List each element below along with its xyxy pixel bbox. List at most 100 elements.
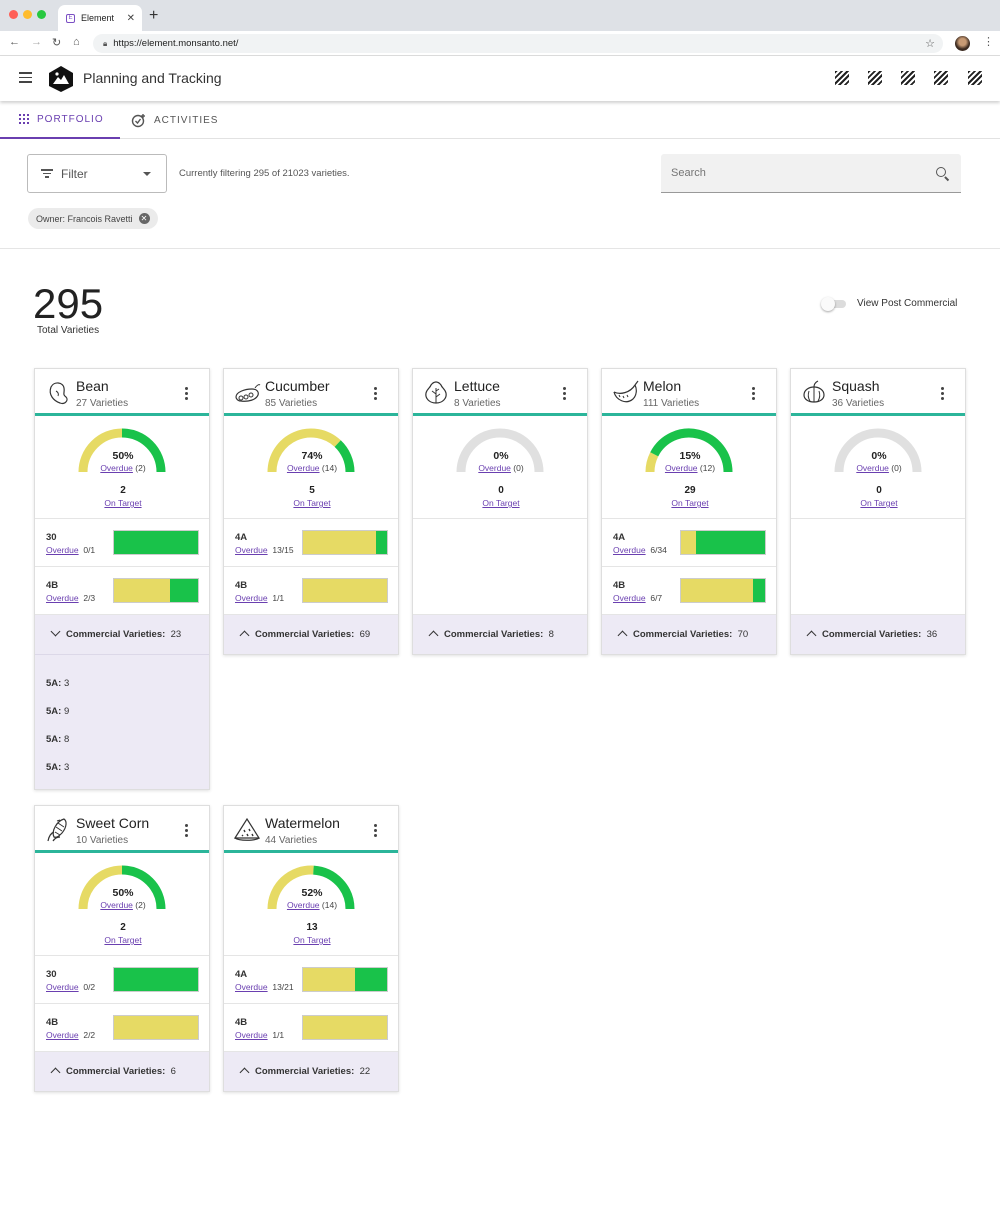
new-tab-icon[interactable]: +	[149, 7, 159, 24]
gauge-percent: 50%	[112, 887, 134, 899]
gauge-percent: 15%	[679, 450, 701, 462]
on-target-bar-segment	[114, 968, 198, 991]
app-icon-1[interactable]	[835, 71, 849, 85]
chevron-up-icon	[428, 630, 439, 641]
on-target-link[interactable]: On Target	[104, 498, 142, 508]
stage-progress-bar	[680, 578, 766, 603]
chevron-up-icon	[617, 630, 628, 641]
address-bar[interactable]: 🔒︎ https://element.monsanto.net/ ☆	[93, 34, 943, 53]
app-icon-4[interactable]	[934, 71, 948, 85]
stage-overdue-link[interactable]: Overdue	[613, 545, 646, 555]
close-window-button[interactable]	[9, 10, 18, 19]
gauge-overdue: Overdue (14)	[224, 900, 400, 910]
stage-name: 4B	[46, 580, 59, 591]
commercial-varieties-toggle[interactable]: Commercial Varieties: 36	[791, 615, 965, 654]
maximize-window-button[interactable]	[37, 10, 46, 19]
stage-meta: Overdue 1/1	[235, 593, 284, 603]
commercial-varieties-toggle[interactable]: Commercial Varieties: 23	[35, 615, 209, 654]
commercial-varieties-label: Commercial Varieties: 70	[633, 629, 748, 640]
more-options-icon[interactable]	[185, 387, 189, 402]
post-commercial-toggle[interactable]	[821, 297, 847, 311]
stage-overdue-link[interactable]: Overdue	[46, 1030, 79, 1040]
commercial-varieties-label: Commercial Varieties: 23	[66, 629, 181, 640]
on-target-link[interactable]: On Target	[671, 498, 709, 508]
stage-overdue-link[interactable]: Overdue	[235, 982, 268, 992]
hamburger-menu-icon[interactable]	[19, 72, 32, 86]
stage-overdue-link[interactable]: Overdue	[235, 1030, 268, 1040]
stage-overdue-link[interactable]: Overdue	[46, 982, 79, 992]
stage-progress-bar	[302, 578, 388, 603]
app-icon-2[interactable]	[868, 71, 882, 85]
squash-icon	[803, 380, 825, 403]
stage-overdue-link[interactable]: Overdue	[613, 593, 646, 603]
app-icon-3[interactable]	[901, 71, 915, 85]
overdue-link[interactable]: Overdue	[664, 463, 698, 473]
browser-tab[interactable]: E Element ✕	[58, 5, 142, 31]
on-target-link[interactable]: On Target	[860, 498, 898, 508]
stage-row: 4A Overdue 13/21	[224, 956, 398, 1004]
stage-progress-bar	[302, 1015, 388, 1040]
tab-portfolio[interactable]: PORTFOLIO	[0, 101, 120, 139]
on-target-link[interactable]: On Target	[293, 935, 331, 945]
stage-row: 4A Overdue 13/15	[224, 519, 398, 567]
crop-name: Lettuce	[454, 378, 500, 394]
stage-overdue-link[interactable]: Overdue	[235, 545, 268, 555]
overdue-link[interactable]: Overdue	[286, 463, 320, 473]
app-icon-5[interactable]	[968, 71, 982, 85]
filter-dropdown[interactable]: Filter	[27, 154, 167, 193]
more-options-icon[interactable]	[185, 824, 189, 839]
stage-meta: Overdue 13/21	[235, 982, 294, 992]
stage-overdue-link[interactable]: Overdue	[46, 545, 79, 555]
commercial-varieties-toggle[interactable]: Commercial Varieties: 22	[224, 1052, 398, 1091]
on-target-link[interactable]: On Target	[104, 935, 142, 945]
minimize-window-button[interactable]	[23, 10, 32, 19]
progress-gauge	[834, 428, 922, 473]
search-input[interactable]	[671, 167, 921, 179]
commercial-varieties-toggle[interactable]: Commercial Varieties: 70	[602, 615, 776, 654]
remove-chip-icon[interactable]: ✕	[138, 213, 150, 224]
stage-name: 4B	[235, 1017, 248, 1028]
overdue-link[interactable]: Overdue	[286, 900, 320, 910]
bookmark-star-icon[interactable]: ☆	[925, 38, 935, 50]
overdue-link[interactable]: Overdue	[478, 463, 511, 473]
on-target-bar-segment	[376, 531, 387, 554]
overdue-link[interactable]: Overdue	[856, 463, 889, 473]
tab-activities[interactable]: ACTIVITIES	[131, 101, 218, 139]
gauge-overdue: Overdue (14)	[224, 463, 400, 473]
search-icon[interactable]	[936, 167, 946, 177]
overdue-bar-segment	[114, 1016, 198, 1039]
back-icon[interactable]: ←	[9, 36, 20, 48]
commercial-varieties-toggle[interactable]: Commercial Varieties: 6	[35, 1052, 209, 1091]
commercial-count: 36	[926, 629, 938, 640]
stage-row: 4B Overdue 1/1	[224, 1004, 398, 1052]
more-options-icon[interactable]	[374, 387, 378, 402]
more-options-icon[interactable]	[374, 824, 378, 839]
on-target-count: 29	[684, 485, 696, 496]
on-target-link[interactable]: On Target	[293, 498, 331, 508]
progress-gauge	[78, 428, 166, 473]
stage-ratio: 1/1	[272, 1030, 285, 1040]
overdue-link[interactable]: Overdue	[100, 900, 133, 910]
crop-card-header: Lettuce 8 Varieties	[413, 369, 587, 416]
stage-overdue-link[interactable]: Overdue	[235, 593, 268, 603]
more-options-icon[interactable]	[752, 387, 756, 402]
on-target-line: On Target	[224, 935, 400, 945]
close-tab-icon[interactable]: ✕	[126, 12, 135, 24]
browser-menu-icon[interactable]: ⋮	[983, 36, 994, 48]
on-target-count: 13	[306, 922, 318, 933]
commercial-varieties-toggle[interactable]: Commercial Varieties: 8	[413, 615, 587, 654]
commercial-item-value: 3	[63, 761, 70, 773]
home-icon[interactable]: ⌂	[73, 36, 80, 48]
more-options-icon[interactable]	[941, 387, 945, 402]
reload-icon[interactable]: ↻	[52, 37, 62, 49]
commercial-count: 69	[359, 629, 371, 640]
forward-icon[interactable]: →	[31, 36, 42, 48]
more-options-icon[interactable]	[563, 387, 567, 402]
search-field[interactable]	[661, 154, 961, 193]
profile-avatar[interactable]	[955, 36, 970, 51]
commercial-varieties-toggle[interactable]: Commercial Varieties: 69	[224, 615, 398, 654]
stage-overdue-link[interactable]: Overdue	[46, 593, 79, 603]
on-target-line: On Target	[413, 498, 589, 508]
on-target-link[interactable]: On Target	[482, 498, 520, 508]
overdue-link[interactable]: Overdue	[100, 463, 133, 473]
